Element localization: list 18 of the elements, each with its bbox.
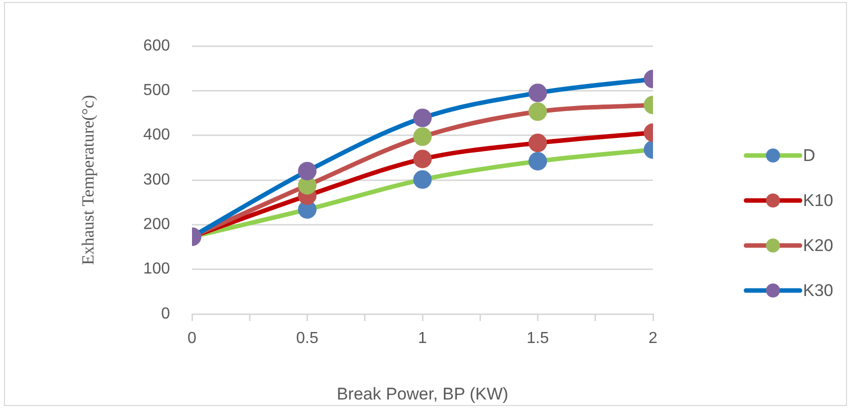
y-tick-label: 100 [143,260,170,278]
y-tick-label: 300 [143,171,170,188]
x-tick-label: 1 [418,330,428,348]
legend-label: K30 [803,281,834,300]
legend-label: D [803,146,816,166]
y-tick-label: 400 [143,126,170,144]
y-tick-label: 200 [143,216,170,234]
legend-label: K10 [803,191,834,210]
x-tick-label: 2 [648,330,658,348]
y-tick-label: 0 [161,305,170,322]
y-tick-label: 600 [143,37,170,54]
x-tick-label: 0.5 [296,330,318,348]
x-tick-label: 0 [188,330,197,348]
x-tick-label: 1.5 [526,330,549,348]
y-tick-label: 500 [143,82,170,100]
y-axis-title: Exhaust Temperature(°c) [78,94,98,266]
x-axis-title: Break Power, BP (KW) [336,384,508,404]
legend-label: K20 [803,236,834,256]
